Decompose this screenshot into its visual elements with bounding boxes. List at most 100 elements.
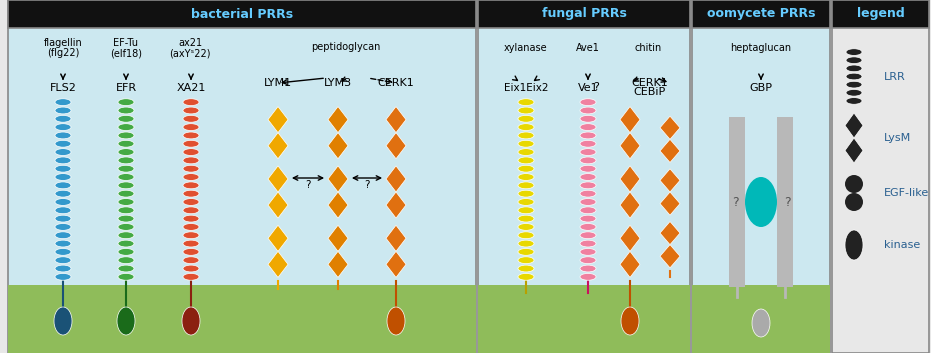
Polygon shape xyxy=(386,107,406,133)
Ellipse shape xyxy=(183,274,199,280)
Text: XA21: XA21 xyxy=(176,83,206,93)
Polygon shape xyxy=(328,107,348,133)
Ellipse shape xyxy=(118,265,134,272)
Ellipse shape xyxy=(183,240,199,247)
Text: legend: legend xyxy=(857,7,904,20)
Ellipse shape xyxy=(55,207,71,214)
Polygon shape xyxy=(660,139,680,162)
Ellipse shape xyxy=(118,124,134,131)
Polygon shape xyxy=(845,138,863,163)
Text: fungal PRRs: fungal PRRs xyxy=(542,7,627,20)
Bar xyxy=(692,285,830,353)
Ellipse shape xyxy=(183,99,199,106)
Text: GBP: GBP xyxy=(749,83,773,93)
Polygon shape xyxy=(328,192,348,218)
Ellipse shape xyxy=(846,81,862,88)
Ellipse shape xyxy=(518,149,534,155)
Ellipse shape xyxy=(518,107,534,114)
Polygon shape xyxy=(660,245,680,268)
Polygon shape xyxy=(328,166,348,192)
Ellipse shape xyxy=(845,230,863,260)
Ellipse shape xyxy=(183,249,199,255)
Ellipse shape xyxy=(55,115,71,122)
Text: EFR: EFR xyxy=(115,83,137,93)
Ellipse shape xyxy=(55,199,71,205)
Ellipse shape xyxy=(580,240,596,247)
Ellipse shape xyxy=(118,240,134,247)
Ellipse shape xyxy=(118,223,134,231)
Bar xyxy=(8,0,476,353)
Ellipse shape xyxy=(118,190,134,197)
Polygon shape xyxy=(268,133,288,159)
Ellipse shape xyxy=(55,215,71,222)
Text: chitin: chitin xyxy=(634,43,662,53)
Polygon shape xyxy=(660,192,680,215)
Ellipse shape xyxy=(55,240,71,247)
Ellipse shape xyxy=(118,215,134,222)
Polygon shape xyxy=(328,251,348,277)
Ellipse shape xyxy=(518,157,534,164)
Ellipse shape xyxy=(518,257,534,264)
Bar xyxy=(8,285,476,353)
Ellipse shape xyxy=(55,165,71,172)
Bar xyxy=(478,0,690,353)
Ellipse shape xyxy=(518,132,534,139)
Ellipse shape xyxy=(183,265,199,272)
Ellipse shape xyxy=(55,107,71,114)
Ellipse shape xyxy=(745,177,777,227)
Polygon shape xyxy=(386,192,406,218)
Text: EF-Tu: EF-Tu xyxy=(114,38,139,48)
Ellipse shape xyxy=(55,257,71,264)
Bar xyxy=(832,0,929,28)
Ellipse shape xyxy=(55,174,71,180)
Bar xyxy=(729,117,745,287)
Ellipse shape xyxy=(580,124,596,131)
Polygon shape xyxy=(845,113,863,138)
Ellipse shape xyxy=(580,174,596,180)
Ellipse shape xyxy=(580,190,596,197)
Polygon shape xyxy=(386,225,406,251)
Ellipse shape xyxy=(183,182,199,189)
Ellipse shape xyxy=(55,149,71,155)
Ellipse shape xyxy=(518,190,534,197)
Ellipse shape xyxy=(621,307,639,335)
Ellipse shape xyxy=(183,232,199,239)
Ellipse shape xyxy=(580,223,596,231)
Bar xyxy=(692,0,830,28)
Ellipse shape xyxy=(183,165,199,172)
Text: LRR: LRR xyxy=(884,72,906,82)
Text: Ave1: Ave1 xyxy=(576,43,600,53)
Ellipse shape xyxy=(518,199,534,205)
Text: EGF-like: EGF-like xyxy=(884,188,929,198)
Ellipse shape xyxy=(118,199,134,205)
Text: Eix1Eix2: Eix1Eix2 xyxy=(504,83,548,93)
Text: ?: ? xyxy=(364,180,370,190)
Ellipse shape xyxy=(118,132,134,139)
Polygon shape xyxy=(620,166,640,192)
Ellipse shape xyxy=(55,249,71,255)
Polygon shape xyxy=(620,225,640,251)
Ellipse shape xyxy=(518,207,534,214)
Ellipse shape xyxy=(183,115,199,122)
Ellipse shape xyxy=(846,89,862,96)
Ellipse shape xyxy=(183,215,199,222)
Ellipse shape xyxy=(118,207,134,214)
Polygon shape xyxy=(268,107,288,133)
Ellipse shape xyxy=(518,223,534,231)
Ellipse shape xyxy=(55,182,71,189)
Ellipse shape xyxy=(846,97,862,104)
Ellipse shape xyxy=(518,182,534,189)
Text: Ve1: Ve1 xyxy=(578,83,599,93)
Ellipse shape xyxy=(518,274,534,280)
Ellipse shape xyxy=(55,232,71,239)
Ellipse shape xyxy=(580,99,596,106)
Bar xyxy=(478,285,690,353)
Ellipse shape xyxy=(518,232,534,239)
Text: ?: ? xyxy=(593,82,599,92)
Ellipse shape xyxy=(183,174,199,180)
Polygon shape xyxy=(660,116,680,139)
Ellipse shape xyxy=(118,140,134,147)
Polygon shape xyxy=(386,251,406,277)
Polygon shape xyxy=(328,133,348,159)
Text: (axYˢ22): (axYˢ22) xyxy=(169,48,210,58)
